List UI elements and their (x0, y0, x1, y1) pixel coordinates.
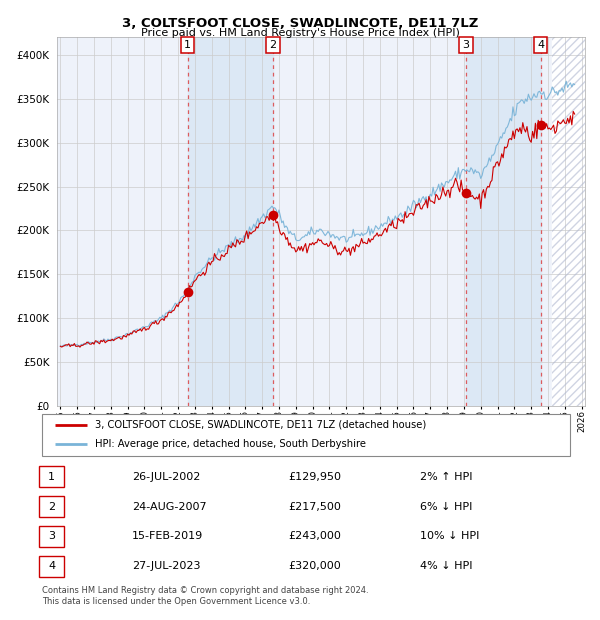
Text: 27-JUL-2023: 27-JUL-2023 (132, 561, 200, 571)
Text: 3: 3 (463, 40, 469, 50)
Bar (466, 37, 541, 406)
Text: 24-AUG-2007: 24-AUG-2007 (132, 502, 206, 512)
Text: 4: 4 (537, 40, 544, 50)
Text: £243,000: £243,000 (288, 531, 341, 541)
Text: 3: 3 (48, 531, 55, 541)
Text: 26-JUL-2002: 26-JUL-2002 (132, 472, 200, 482)
Text: 10% ↓ HPI: 10% ↓ HPI (420, 531, 479, 541)
Text: £217,500: £217,500 (288, 502, 341, 512)
Text: 3, COLTSFOOT CLOSE, SWADLINCOTE, DE11 7LZ: 3, COLTSFOOT CLOSE, SWADLINCOTE, DE11 7L… (122, 17, 478, 30)
Text: 1: 1 (184, 40, 191, 50)
Text: 6% ↓ HPI: 6% ↓ HPI (420, 502, 472, 512)
Bar (552, 37, 590, 406)
Text: 2: 2 (48, 502, 55, 512)
Text: £320,000: £320,000 (288, 561, 341, 571)
Bar (188, 37, 273, 406)
Text: 4% ↓ HPI: 4% ↓ HPI (420, 561, 473, 571)
Text: 1: 1 (48, 472, 55, 482)
Text: 15-FEB-2019: 15-FEB-2019 (132, 531, 203, 541)
Text: Contains HM Land Registry data © Crown copyright and database right 2024.: Contains HM Land Registry data © Crown c… (42, 586, 368, 595)
Text: 4: 4 (48, 561, 55, 571)
Text: This data is licensed under the Open Government Licence v3.0.: This data is licensed under the Open Gov… (42, 597, 310, 606)
Text: HPI: Average price, detached house, South Derbyshire: HPI: Average price, detached house, Sout… (95, 440, 366, 450)
Bar (552, 37, 590, 406)
Text: 2% ↑ HPI: 2% ↑ HPI (420, 472, 473, 482)
Text: 2: 2 (269, 40, 277, 50)
Text: £129,950: £129,950 (288, 472, 341, 482)
Text: Price paid vs. HM Land Registry's House Price Index (HPI): Price paid vs. HM Land Registry's House … (140, 28, 460, 38)
Text: 3, COLTSFOOT CLOSE, SWADLINCOTE, DE11 7LZ (detached house): 3, COLTSFOOT CLOSE, SWADLINCOTE, DE11 7L… (95, 420, 426, 430)
